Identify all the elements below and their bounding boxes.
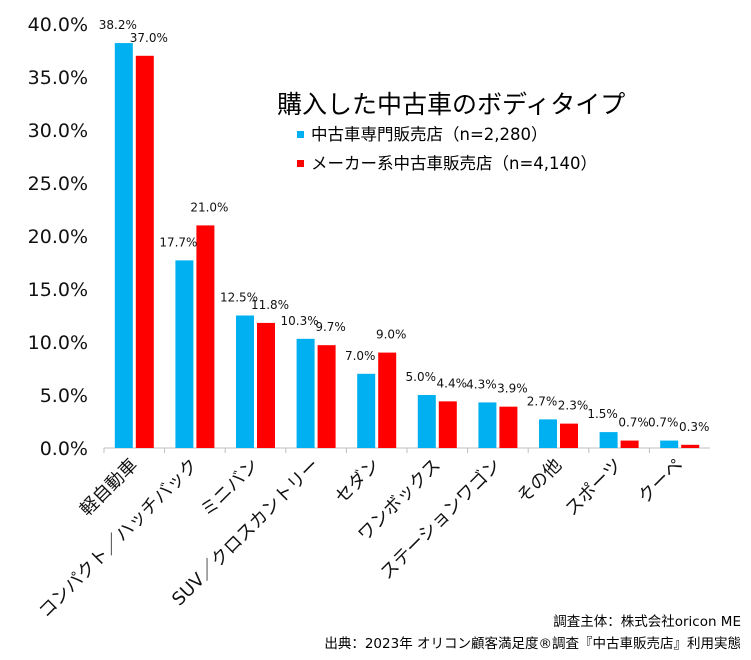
bar-series-2	[560, 423, 578, 448]
bar-series-1	[114, 43, 133, 449]
data-label-series-2: 9.7%	[315, 320, 346, 334]
y-tick-label: 0.0%	[40, 438, 88, 460]
chart-title: 購入した中古車のボディタイプ	[277, 90, 625, 119]
y-tick-label: 5.0%	[40, 385, 88, 407]
bar-series-1	[175, 260, 194, 448]
legend-label-series-2: メーカー系中古車販売店（n=4,140）	[311, 154, 597, 173]
bar-series-1	[539, 419, 557, 448]
data-label-series-1: 10.3%	[281, 314, 319, 328]
y-tick-label: 25.0%	[28, 173, 88, 195]
data-label-series-1: 12.5%	[220, 291, 258, 305]
category-label: セダン	[331, 455, 384, 508]
bar-series-2	[681, 444, 700, 448]
data-label-series-2: 11.8%	[251, 298, 289, 312]
bar-series-2	[499, 406, 518, 448]
bar-series-2	[378, 352, 397, 448]
bar-series-1	[236, 315, 254, 448]
bar-series-1	[417, 395, 436, 448]
footer-source: 出典：2023年 オリコン顧客満足度®調査『中古車販売店』利用実態	[324, 635, 741, 652]
data-label-series-1: 4.3%	[466, 377, 497, 391]
x-axis	[103, 447, 710, 453]
legend-label-series-1: 中古車専門販売店（n=2,280）	[311, 125, 548, 144]
y-tick-label: 15.0%	[28, 279, 88, 301]
legend: 中古車専門販売店（n=2,280） メーカー系中古車販売店（n=4,140）	[297, 125, 597, 173]
bar-series-2	[196, 225, 215, 448]
data-labels: 38.2%37.0% 17.7% 21.0% 12.5%11.8% 10.3%9.7% 7…	[99, 18, 710, 434]
category-label: ステーションワゴン	[376, 455, 505, 584]
footer-sponsor: 調査主体：株式会社oricon ME	[553, 614, 741, 630]
category-label: スポーツ	[561, 455, 627, 521]
data-label-series-1: 1.5%	[587, 407, 618, 421]
bar-series-1	[296, 338, 315, 448]
data-label-series-2: 21.0%	[190, 200, 228, 214]
bar-series-2	[438, 401, 457, 448]
data-label-series-1: 17.7%	[159, 235, 197, 249]
bar-series-2	[257, 322, 275, 448]
bar-series-1	[478, 402, 497, 448]
bar-series-2	[620, 440, 639, 448]
data-label-series-2: 4.4%	[437, 376, 468, 390]
bar-series-1	[357, 373, 376, 448]
data-label-series-1: 5.0%	[406, 370, 437, 384]
y-tick-label: 30.0%	[28, 120, 88, 142]
data-label-series-1: 38.2%	[99, 18, 137, 32]
data-label-series-2: 9.0%	[376, 328, 407, 342]
bar-series-2	[317, 345, 336, 448]
category-label: クーペ	[634, 455, 687, 508]
y-tick-label: 10.0%	[28, 332, 88, 354]
data-label-series-1: 0.7%	[648, 416, 679, 430]
y-axis: 0.0% 5.0% 10.0% 15.0% 20.0% 25.0% 30.0% 35.0% 40…	[28, 14, 88, 460]
data-label-series-2: 37.0%	[130, 31, 168, 45]
data-label-series-1: 7.0%	[345, 349, 376, 363]
data-label-series-2: 3.9%	[497, 382, 528, 396]
bar-series-1	[599, 432, 618, 448]
y-tick-label: 40.0%	[28, 14, 88, 36]
bar-series-1	[660, 440, 679, 448]
y-tick-label: 20.0%	[28, 226, 88, 248]
bar-series-2	[135, 55, 154, 449]
y-tick-label: 35.0%	[28, 67, 88, 89]
category-label: その他	[513, 455, 566, 508]
data-label-series-2: 0.7%	[618, 416, 649, 430]
data-label-series-2: 0.3%	[679, 420, 710, 434]
data-label-series-2: 2.3%	[558, 399, 589, 413]
data-label-series-1: 2.7%	[527, 394, 558, 408]
legend-swatch-series-2	[297, 160, 304, 167]
bar-marks	[114, 43, 700, 449]
legend-swatch-series-1	[297, 131, 304, 138]
